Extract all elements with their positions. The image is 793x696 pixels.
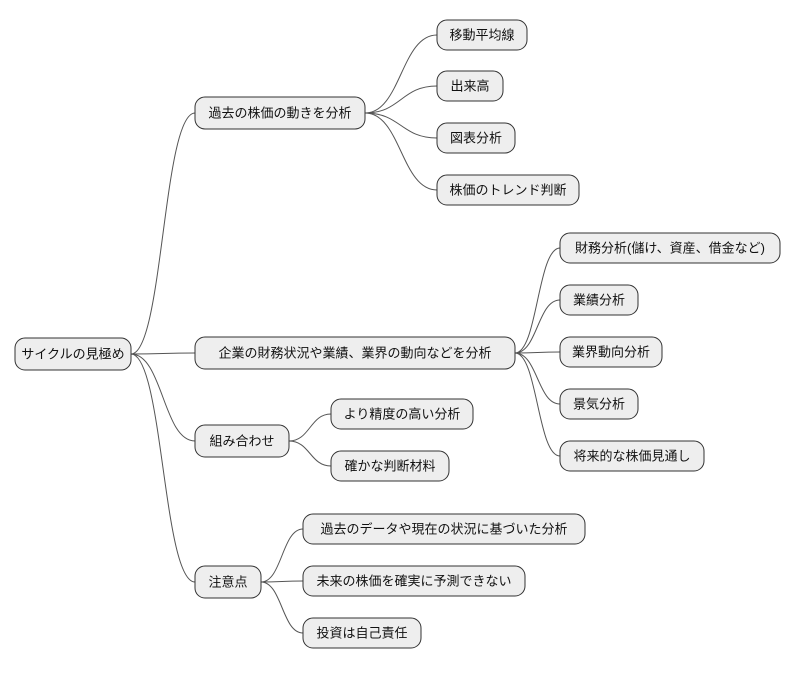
node-b: 企業の財務状況や業績、業界の動向などを分析 <box>195 337 515 369</box>
edge <box>365 113 437 138</box>
node-label: 将来的な株価見通し <box>573 448 690 463</box>
edge <box>289 441 331 466</box>
node-a1: 移動平均線 <box>437 20 527 50</box>
node-d1: 過去のデータや現在の状況に基づいた分析 <box>303 514 585 544</box>
node-a: 過去の株価の動きを分析 <box>195 97 365 129</box>
node-label: 財務分析(儲け、資産、借金など) <box>575 240 765 255</box>
edge <box>131 354 195 441</box>
node-label: 注意点 <box>208 574 247 589</box>
node-c1: より精度の高い分析 <box>331 399 473 429</box>
edge <box>515 300 560 353</box>
edge <box>365 113 437 190</box>
node-label: より精度の高い分析 <box>344 406 461 421</box>
node-root: サイクルの見極め <box>15 338 131 370</box>
edge <box>515 353 560 456</box>
mindmap-canvas: サイクルの見極め 過去の株価の動きを分析 移動平均線出来高図表分析株価のトレンド判断… <box>0 0 793 696</box>
node-b1: 財務分析(儲け、資産、借金など) <box>560 233 780 263</box>
node-label: 過去の株価の動きを分析 <box>208 105 351 120</box>
node-b3: 業界動向分析 <box>560 337 662 367</box>
node-b2: 業績分析 <box>560 285 638 315</box>
node-a2: 出来高 <box>437 71 503 101</box>
node-c2: 確かな判断材料 <box>331 451 449 481</box>
node-label: 業績分析 <box>573 292 625 307</box>
edge <box>515 248 560 353</box>
edge <box>261 581 303 582</box>
node-b4: 景気分析 <box>560 389 638 419</box>
node-label: 過去のデータや現在の状況に基づいた分析 <box>320 521 567 536</box>
edge <box>261 582 303 633</box>
edge <box>365 86 437 113</box>
node-label: サイクルの見極め <box>21 346 124 361</box>
node-label: 景気分析 <box>573 396 625 411</box>
node-d2: 未来の株価を確実に予測できない <box>303 566 525 596</box>
node-d: 注意点 <box>195 566 261 598</box>
node-label: 出来高 <box>450 78 489 93</box>
node-label: 移動平均線 <box>449 27 514 42</box>
edge <box>131 353 195 354</box>
node-b5: 将来的な株価見通し <box>560 441 704 471</box>
node-a3: 図表分析 <box>437 123 515 153</box>
node-label: 業界動向分析 <box>572 344 650 359</box>
node-label: 未来の株価を確実に予測できない <box>316 573 511 588</box>
edge <box>261 529 303 582</box>
node-label: 確かな判断材料 <box>344 458 435 473</box>
node-d3: 投資は自己責任 <box>303 618 421 648</box>
node-label: 企業の財務状況や業績、業界の動向などを分析 <box>218 345 491 360</box>
edge <box>131 113 195 354</box>
edge <box>365 35 437 113</box>
edge <box>515 352 560 353</box>
edge <box>515 353 560 404</box>
node-label: 図表分析 <box>450 130 502 145</box>
node-a4: 株価のトレンド判断 <box>437 175 579 205</box>
node-label: 投資は自己責任 <box>316 625 407 640</box>
node-label: 株価のトレンド判断 <box>449 182 566 197</box>
node-c: 組み合わせ <box>195 425 289 457</box>
edge <box>131 354 195 582</box>
edge <box>289 414 331 441</box>
node-label: 組み合わせ <box>209 433 274 448</box>
